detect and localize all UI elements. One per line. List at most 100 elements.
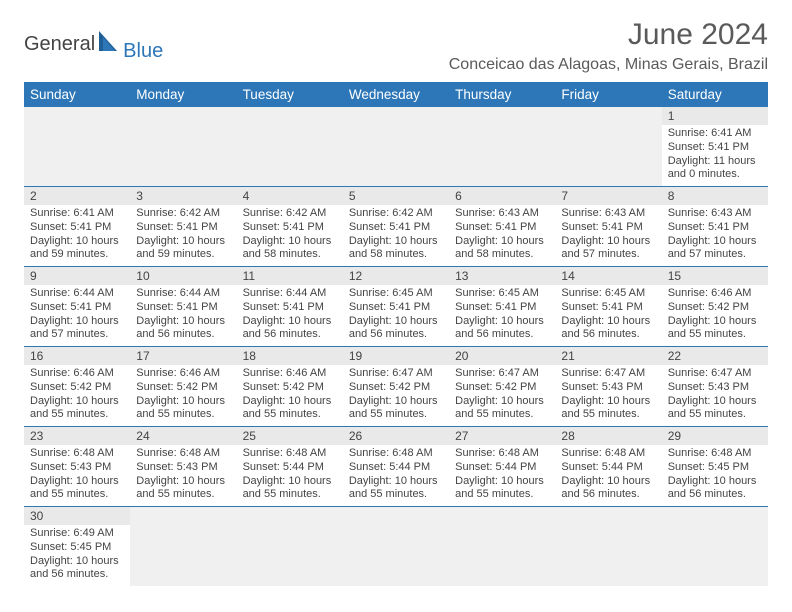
- calendar-day-cell: 16Sunrise: 6:46 AMSunset: 5:42 PMDayligh…: [24, 347, 130, 427]
- calendar-day-cell: 5Sunrise: 6:42 AMSunset: 5:41 PMDaylight…: [343, 187, 449, 267]
- brand-logo: General Blue: [24, 26, 163, 63]
- day-daylight: Daylight: 10 hours and 55 minutes.: [668, 395, 762, 423]
- day-sunset: Sunset: 5:41 PM: [243, 221, 337, 235]
- day-sunset: Sunset: 5:43 PM: [136, 461, 230, 475]
- calendar-blank-cell: [555, 107, 661, 187]
- day-details: Sunrise: 6:45 AMSunset: 5:41 PMDaylight:…: [343, 285, 449, 346]
- day-details: Sunrise: 6:46 AMSunset: 5:42 PMDaylight:…: [24, 365, 130, 426]
- day-number: 15: [662, 267, 768, 285]
- day-sunset: Sunset: 5:43 PM: [561, 381, 655, 395]
- calendar-day-cell: 2Sunrise: 6:41 AMSunset: 5:41 PMDaylight…: [24, 187, 130, 267]
- day-sunset: Sunset: 5:41 PM: [136, 301, 230, 315]
- day-number: 19: [343, 347, 449, 365]
- calendar-day-cell: 29Sunrise: 6:48 AMSunset: 5:45 PMDayligh…: [662, 427, 768, 507]
- day-sunset: Sunset: 5:41 PM: [561, 301, 655, 315]
- weekday-header: Friday: [555, 82, 661, 107]
- weekday-header: Thursday: [449, 82, 555, 107]
- calendar-day-cell: 1Sunrise: 6:41 AMSunset: 5:41 PMDaylight…: [662, 107, 768, 187]
- day-details: Sunrise: 6:43 AMSunset: 5:41 PMDaylight:…: [555, 205, 661, 266]
- day-sunrise: Sunrise: 6:46 AM: [30, 367, 124, 381]
- day-number: 23: [24, 427, 130, 445]
- day-daylight: Daylight: 10 hours and 59 minutes.: [136, 235, 230, 263]
- day-sunrise: Sunrise: 6:49 AM: [30, 527, 124, 541]
- month-title: June 2024: [449, 18, 768, 52]
- day-sunset: Sunset: 5:45 PM: [668, 461, 762, 475]
- day-details: Sunrise: 6:41 AMSunset: 5:41 PMDaylight:…: [24, 205, 130, 266]
- day-number: 21: [555, 347, 661, 365]
- calendar-row: 23Sunrise: 6:48 AMSunset: 5:43 PMDayligh…: [24, 427, 768, 507]
- day-number: 14: [555, 267, 661, 285]
- day-number: 11: [237, 267, 343, 285]
- day-daylight: Daylight: 10 hours and 55 minutes.: [243, 475, 337, 503]
- day-sunrise: Sunrise: 6:42 AM: [136, 207, 230, 221]
- day-sunset: Sunset: 5:41 PM: [561, 221, 655, 235]
- day-daylight: Daylight: 10 hours and 56 minutes.: [243, 315, 337, 343]
- calendar-blank-cell: [662, 507, 768, 587]
- day-sunrise: Sunrise: 6:45 AM: [349, 287, 443, 301]
- calendar-blank-cell: [449, 107, 555, 187]
- day-sunrise: Sunrise: 6:45 AM: [455, 287, 549, 301]
- day-daylight: Daylight: 10 hours and 55 minutes.: [243, 395, 337, 423]
- day-daylight: Daylight: 10 hours and 55 minutes.: [136, 395, 230, 423]
- day-number: 12: [343, 267, 449, 285]
- day-daylight: Daylight: 10 hours and 56 minutes.: [349, 315, 443, 343]
- day-number: 20: [449, 347, 555, 365]
- calendar-day-cell: 6Sunrise: 6:43 AMSunset: 5:41 PMDaylight…: [449, 187, 555, 267]
- day-sunrise: Sunrise: 6:46 AM: [243, 367, 337, 381]
- day-sunset: Sunset: 5:41 PM: [30, 301, 124, 315]
- day-number: 7: [555, 187, 661, 205]
- brand-text-general: General: [24, 33, 95, 56]
- calendar-table: Sunday Monday Tuesday Wednesday Thursday…: [24, 82, 768, 586]
- day-number: 13: [449, 267, 555, 285]
- day-sunset: Sunset: 5:41 PM: [349, 301, 443, 315]
- day-details: Sunrise: 6:48 AMSunset: 5:44 PMDaylight:…: [237, 445, 343, 506]
- day-details: Sunrise: 6:44 AMSunset: 5:41 PMDaylight:…: [130, 285, 236, 346]
- day-sunrise: Sunrise: 6:44 AM: [30, 287, 124, 301]
- calendar-day-cell: 25Sunrise: 6:48 AMSunset: 5:44 PMDayligh…: [237, 427, 343, 507]
- day-number: 26: [343, 427, 449, 445]
- day-number: 2: [24, 187, 130, 205]
- calendar-day-cell: 17Sunrise: 6:46 AMSunset: 5:42 PMDayligh…: [130, 347, 236, 427]
- day-sunrise: Sunrise: 6:42 AM: [243, 207, 337, 221]
- calendar-day-cell: 28Sunrise: 6:48 AMSunset: 5:44 PMDayligh…: [555, 427, 661, 507]
- day-sunrise: Sunrise: 6:43 AM: [668, 207, 762, 221]
- day-sunset: Sunset: 5:42 PM: [349, 381, 443, 395]
- day-sunset: Sunset: 5:41 PM: [30, 221, 124, 235]
- day-details: Sunrise: 6:48 AMSunset: 5:43 PMDaylight:…: [130, 445, 236, 506]
- day-number: 9: [24, 267, 130, 285]
- calendar-day-cell: 20Sunrise: 6:47 AMSunset: 5:42 PMDayligh…: [449, 347, 555, 427]
- calendar-blank-cell: [237, 107, 343, 187]
- day-sunset: Sunset: 5:44 PM: [349, 461, 443, 475]
- calendar-day-cell: 7Sunrise: 6:43 AMSunset: 5:41 PMDaylight…: [555, 187, 661, 267]
- header: General Blue June 2024 Conceicao das Ala…: [24, 18, 768, 74]
- calendar-day-cell: 23Sunrise: 6:48 AMSunset: 5:43 PMDayligh…: [24, 427, 130, 507]
- day-details: Sunrise: 6:46 AMSunset: 5:42 PMDaylight:…: [130, 365, 236, 426]
- day-number: 16: [24, 347, 130, 365]
- day-daylight: Daylight: 10 hours and 55 minutes.: [455, 395, 549, 423]
- day-sunrise: Sunrise: 6:41 AM: [30, 207, 124, 221]
- calendar-blank-cell: [343, 107, 449, 187]
- day-details: Sunrise: 6:48 AMSunset: 5:44 PMDaylight:…: [555, 445, 661, 506]
- day-sunset: Sunset: 5:45 PM: [30, 541, 124, 555]
- day-number: 18: [237, 347, 343, 365]
- calendar-day-cell: 30Sunrise: 6:49 AMSunset: 5:45 PMDayligh…: [24, 507, 130, 587]
- day-number: 4: [237, 187, 343, 205]
- day-number: 27: [449, 427, 555, 445]
- day-daylight: Daylight: 10 hours and 56 minutes.: [455, 315, 549, 343]
- day-details: Sunrise: 6:41 AMSunset: 5:41 PMDaylight:…: [662, 125, 768, 186]
- day-sunrise: Sunrise: 6:48 AM: [136, 447, 230, 461]
- day-daylight: Daylight: 10 hours and 56 minutes.: [136, 315, 230, 343]
- day-daylight: Daylight: 10 hours and 56 minutes.: [561, 475, 655, 503]
- weekday-header: Wednesday: [343, 82, 449, 107]
- day-sunrise: Sunrise: 6:42 AM: [349, 207, 443, 221]
- weekday-header: Monday: [130, 82, 236, 107]
- calendar-day-cell: 11Sunrise: 6:44 AMSunset: 5:41 PMDayligh…: [237, 267, 343, 347]
- day-daylight: Daylight: 10 hours and 55 minutes.: [349, 395, 443, 423]
- calendar-row: 16Sunrise: 6:46 AMSunset: 5:42 PMDayligh…: [24, 347, 768, 427]
- day-daylight: Daylight: 10 hours and 57 minutes.: [561, 235, 655, 263]
- day-sunrise: Sunrise: 6:44 AM: [243, 287, 337, 301]
- day-daylight: Daylight: 10 hours and 55 minutes.: [668, 315, 762, 343]
- calendar-day-cell: 27Sunrise: 6:48 AMSunset: 5:44 PMDayligh…: [449, 427, 555, 507]
- day-number: 8: [662, 187, 768, 205]
- day-number: 25: [237, 427, 343, 445]
